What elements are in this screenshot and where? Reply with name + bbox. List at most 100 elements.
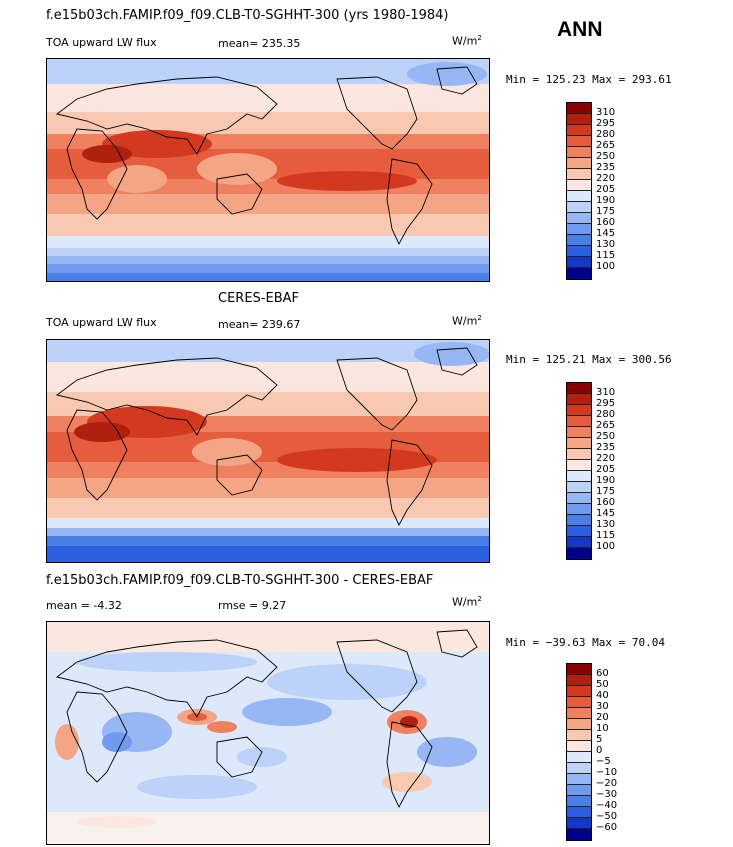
panel-2-units: W/m2 (452, 314, 482, 328)
colorbar-tick-label: 250 (596, 151, 616, 162)
colorbar-tick-label: 310 (596, 107, 616, 118)
panel-2-title: CERES-EBAF (218, 291, 299, 306)
colorbar-tick-label: −50 (596, 811, 618, 822)
colorbar-tick-label: 145 (596, 228, 616, 239)
colorbar-tick-label: 205 (596, 184, 616, 195)
panel-1-title: f.e15b03ch.FAMIP.f09_f09.CLB-T0-SGHHT-30… (46, 8, 449, 23)
panel-1-map (46, 58, 490, 282)
panel-3-field (47, 622, 489, 844)
colorbar-tick-label: 5 (596, 734, 603, 745)
colorbar-segment (567, 427, 591, 438)
colorbar-segment (567, 482, 591, 493)
colorbar-segment (567, 405, 591, 416)
colorbar-tick-label: 220 (596, 173, 616, 184)
colorbar-segment (567, 818, 591, 829)
colorbar-tick-label: 130 (596, 239, 616, 250)
colorbar-tick-label: 40 (596, 690, 609, 701)
colorbar-tick-label: 190 (596, 475, 616, 486)
colorbar-segment (567, 438, 591, 449)
colorbar-tick-label: 205 (596, 464, 616, 475)
colorbar-segment (567, 180, 591, 191)
colorbar-tick-label: 280 (596, 409, 616, 420)
colorbar-tick-label: −10 (596, 767, 618, 778)
colorbar-tick-label: 295 (596, 398, 616, 409)
panel-1-field (47, 59, 489, 281)
colorbar-segment (567, 675, 591, 686)
colorbar-segment (567, 136, 591, 147)
colorbar-segment (567, 158, 591, 169)
colorbar-segment (567, 526, 591, 537)
colorbar-segment (567, 730, 591, 741)
panel-2-mean: mean= 239.67 (218, 318, 301, 331)
colorbar-segment (567, 471, 591, 482)
colorbar-tick-label: 295 (596, 118, 616, 129)
colorbar-segment (567, 394, 591, 405)
colorbar-tick-label: 160 (596, 217, 616, 228)
colorbar-tick-label: 265 (596, 420, 616, 431)
colorbar-segment (567, 664, 591, 675)
panel-3-title: f.e15b03ch.FAMIP.f09_f09.CLB-T0-SGHHT-30… (46, 573, 434, 588)
colorbar-segment (567, 416, 591, 427)
colorbar-tick-label: 130 (596, 519, 616, 530)
colorbar-tick-label: −5 (596, 756, 611, 767)
panel-2-map (46, 339, 490, 563)
colorbar-tick-label: 60 (596, 668, 609, 679)
colorbar-segment (567, 235, 591, 246)
colorbar-tick-label: 160 (596, 497, 616, 508)
colorbar-tick-label: 100 (596, 261, 616, 272)
colorbar-segment (567, 708, 591, 719)
colorbar-tick-label: 115 (596, 530, 616, 541)
colorbar-tick-label: 10 (596, 723, 609, 734)
colorbar-segment (567, 686, 591, 697)
panel-3-mean: mean = -4.32 (46, 599, 122, 612)
colorbar-tick-label: 235 (596, 442, 616, 453)
colorbar-tick-label: 280 (596, 129, 616, 140)
colorbar-segment (567, 515, 591, 526)
colorbar-segment (567, 493, 591, 504)
colorbar-tick-label: 0 (596, 745, 603, 756)
colorbar-segment (567, 169, 591, 180)
panel-3-minmax: Min = −39.63 Max = 70.04 (506, 636, 665, 649)
colorbar-tick-label: 190 (596, 195, 616, 206)
colorbar-segment (567, 763, 591, 774)
panel-2-variable: TOA upward LW flux (46, 316, 157, 329)
colorbar-segment (567, 246, 591, 257)
colorbar-tick-label: 235 (596, 162, 616, 173)
colorbar-tick-label: −30 (596, 789, 618, 800)
colorbar-segment (567, 537, 591, 548)
panel-1-minmax: Min = 125.23 Max = 293.61 (506, 73, 672, 86)
panel-3-units: W/m2 (452, 595, 482, 609)
colorbar-tick-label: −60 (596, 822, 618, 833)
colorbar-tick-label: 100 (596, 541, 616, 552)
panel-1-units: W/m2 (452, 34, 482, 48)
colorbar-tick-label: 30 (596, 701, 609, 712)
colorbar-tick-label: −20 (596, 778, 618, 789)
colorbar-tick-label: 220 (596, 453, 616, 464)
colorbar-segment (567, 103, 591, 114)
colorbar-segment (567, 213, 591, 224)
colorbar-segment (567, 697, 591, 708)
colorbar-segment (567, 460, 591, 471)
panel-2-colorbar (566, 382, 592, 560)
colorbar-tick-label: 50 (596, 679, 609, 690)
colorbar-tick-label: 250 (596, 431, 616, 442)
colorbar-segment (567, 719, 591, 730)
colorbar-segment (567, 114, 591, 125)
colorbar-segment (567, 191, 591, 202)
colorbar-segment (567, 125, 591, 136)
colorbar-segment (567, 257, 591, 268)
colorbar-segment (567, 268, 591, 279)
colorbar-segment (567, 741, 591, 752)
colorbar-segment (567, 785, 591, 796)
colorbar-tick-label: 20 (596, 712, 609, 723)
colorbar-segment (567, 147, 591, 158)
colorbar-segment (567, 807, 591, 818)
colorbar-tick-label: 310 (596, 387, 616, 398)
colorbar-segment (567, 202, 591, 213)
colorbar-segment (567, 504, 591, 515)
panel-2-field (47, 340, 489, 562)
season-label: ANN (557, 18, 603, 41)
colorbar-tick-label: −40 (596, 800, 618, 811)
panel-2-minmax: Min = 125.21 Max = 300.56 (506, 353, 672, 366)
colorbar-segment (567, 829, 591, 840)
